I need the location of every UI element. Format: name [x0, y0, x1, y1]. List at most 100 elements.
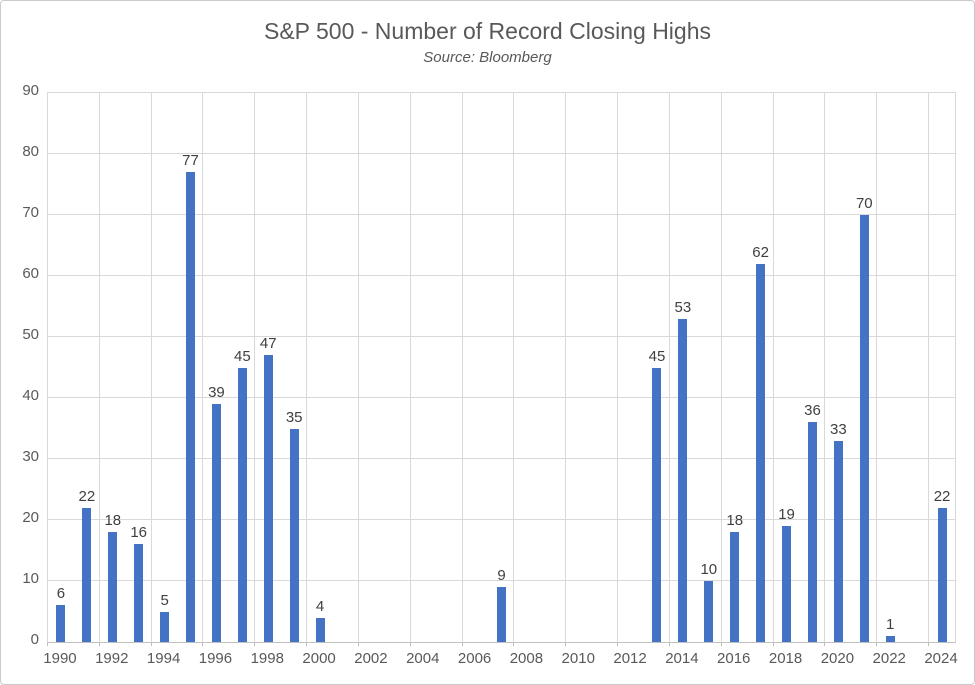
- bar: [263, 355, 273, 642]
- bar-value-label: 22: [78, 487, 96, 505]
- x-axis-tick-label: 2004: [406, 650, 440, 667]
- gridline-vertical: [565, 93, 567, 642]
- x-axis-tick-label: 1992: [95, 650, 129, 667]
- gridline-vertical: [824, 93, 826, 642]
- x-axis-tick-mark: [202, 642, 204, 646]
- x-axis-tick-label: 2010: [561, 650, 595, 667]
- bar-value-label: 62: [752, 243, 769, 261]
- gridline-vertical: [617, 93, 619, 642]
- x-axis-tick-label: 1994: [146, 650, 181, 667]
- y-axis-tick-label: 70: [22, 204, 39, 221]
- x-axis-tick-label: 1990: [43, 650, 77, 667]
- bar-value-label: 33: [830, 420, 847, 438]
- gridline-horizontal: [48, 275, 955, 276]
- x-axis-tick-label: 1998: [250, 650, 284, 667]
- bar: [756, 263, 766, 642]
- bar-value-label: 1: [886, 615, 895, 633]
- bar: [211, 404, 221, 642]
- bar: [885, 635, 895, 642]
- x-axis-tick-label: 2020: [820, 650, 855, 667]
- gridline-horizontal: [48, 336, 955, 337]
- bar: [678, 318, 688, 642]
- x-axis-tick-mark: [409, 642, 411, 646]
- x-axis-tick-mark: [306, 642, 308, 646]
- x-axis-tick-mark: [565, 642, 567, 646]
- bar: [782, 526, 792, 642]
- bar: [56, 605, 66, 642]
- gridline-vertical: [357, 93, 359, 642]
- gridline-vertical: [254, 93, 256, 642]
- bar-value-label: 6: [56, 585, 66, 603]
- x-axis-tick-mark: [461, 642, 463, 646]
- x-axis-tick-label: 2002: [354, 650, 388, 667]
- y-axis-tick-label: 60: [22, 265, 39, 282]
- gridline-vertical: [98, 93, 100, 642]
- x-axis-tick-label: 1996: [198, 650, 233, 667]
- bar: [237, 367, 247, 642]
- bar-value-label: 4: [315, 597, 325, 615]
- bar-value-label: 77: [182, 152, 199, 170]
- gridline-vertical: [409, 93, 411, 642]
- bar-value-label: 53: [674, 298, 692, 316]
- gridline-horizontal: [48, 580, 955, 581]
- bar-value-label: 16: [130, 524, 148, 542]
- bar-value-label: 19: [778, 506, 795, 524]
- x-axis-tick-mark: [668, 642, 670, 646]
- bar: [160, 611, 170, 642]
- x-axis-tick-mark: [720, 642, 722, 646]
- bar-value-label: 35: [285, 408, 303, 426]
- bar-value-label: 18: [726, 512, 744, 530]
- bar-value-label: 9: [497, 567, 506, 585]
- x-axis-tick-mark: [150, 642, 152, 646]
- x-axis-tick-mark: [47, 642, 48, 646]
- x-axis-tick-mark: [824, 642, 826, 646]
- bar: [652, 367, 662, 642]
- x-axis-tick-mark: [98, 642, 100, 646]
- gridline-horizontal: [48, 519, 955, 520]
- bar: [937, 507, 947, 642]
- x-axis-tick-label: 2006: [457, 650, 492, 667]
- x-axis-tick-label: 2022: [872, 650, 906, 667]
- x-axis-tick-mark: [876, 642, 878, 646]
- gridline-vertical: [720, 93, 722, 642]
- bar: [315, 617, 325, 642]
- gridline-horizontal: [48, 214, 955, 215]
- y-axis-tick-label: 80: [22, 143, 39, 160]
- y-axis-tick-label: 0: [30, 631, 39, 648]
- y-axis-tick-label: 90: [22, 82, 39, 99]
- gridline-vertical: [461, 93, 463, 642]
- y-axis-tick-label: 40: [22, 387, 39, 404]
- gridline-vertical: [202, 93, 204, 642]
- x-axis-tick-label: 2008: [509, 650, 544, 667]
- x-axis-tick-mark: [928, 642, 930, 646]
- plot-area: 6 22 18 16 5 77 39 45 47 35 4 9 45 53 10 18 62 19 36 33 70 1 2…: [47, 92, 956, 643]
- x-axis-tick-label: 2000: [302, 650, 336, 667]
- y-axis-tick-label: 50: [22, 326, 39, 343]
- gridline-vertical: [876, 93, 878, 642]
- x-axis-tick-label: 2016: [717, 650, 751, 667]
- x-axis-tick-label: 2014: [665, 650, 699, 667]
- gridline-horizontal: [48, 397, 955, 398]
- bar: [82, 507, 92, 642]
- gridline-vertical: [513, 93, 515, 642]
- bar-value-label: 70: [855, 195, 873, 212]
- bar-value-label: 47: [259, 335, 277, 353]
- bar-value-label: 45: [234, 347, 251, 365]
- chart-title: S&P 500 - Number of Record Closing Highs: [263, 18, 711, 44]
- bar: [186, 172, 196, 642]
- x-axis-tick-mark: [254, 642, 256, 646]
- gridline-vertical: [668, 93, 670, 642]
- bar: [497, 587, 506, 642]
- bar-value-label: 22: [933, 487, 951, 505]
- y-axis-tick-label: 20: [22, 509, 39, 526]
- x-axis-tick-label: 2018: [768, 650, 803, 667]
- chart-subtitle: Source: Bloomberg: [423, 49, 552, 66]
- x-axis-tick-label: 2024: [924, 650, 958, 667]
- x-axis-tick-mark: [617, 642, 619, 646]
- gridline-vertical: [928, 93, 930, 642]
- bar-value-label: 39: [208, 384, 225, 402]
- bar: [704, 581, 714, 642]
- x-axis-tick-label: 2012: [613, 650, 647, 667]
- gridline-horizontal: [48, 458, 955, 459]
